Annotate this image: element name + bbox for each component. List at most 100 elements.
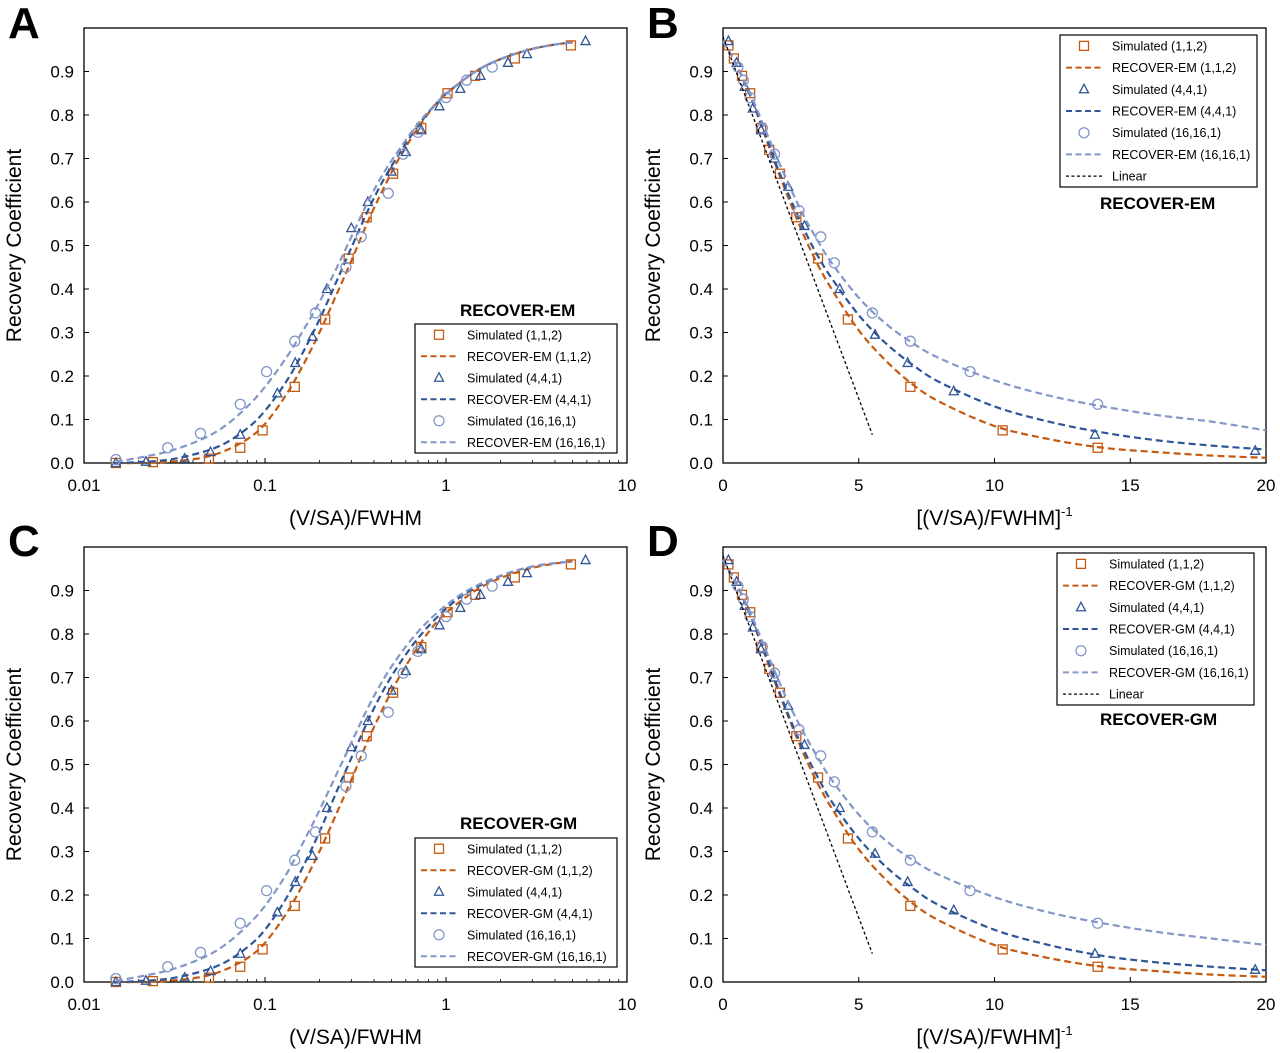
data-point xyxy=(474,69,487,80)
legend-label: RECOVER-GM (4,4,1) xyxy=(467,907,593,921)
x-tick-label: 0 xyxy=(718,476,727,495)
legend-entry: Simulated (16,16,1) xyxy=(433,414,576,428)
data-point xyxy=(400,664,412,676)
series-simulated-16-16-1 xyxy=(732,580,1104,929)
data-point xyxy=(866,826,878,838)
series-simulated-1-1-2 xyxy=(723,40,1103,453)
series-recover-em-4-4-1 xyxy=(115,41,573,465)
legend-entry: RECOVER-GM (1,1,2) xyxy=(421,864,593,878)
curve-line xyxy=(115,560,573,982)
legend-box xyxy=(1056,552,1255,706)
series-linear xyxy=(722,36,873,435)
data-point xyxy=(791,731,802,742)
x-tick-label: 0.01 xyxy=(67,476,100,495)
curve-line xyxy=(115,41,573,465)
legend-entry: Linear xyxy=(1063,688,1144,702)
curve-line xyxy=(722,40,1267,451)
y-tick-label: 0.9 xyxy=(689,582,713,601)
y-tick-label: 0.9 xyxy=(50,582,74,601)
data-point xyxy=(769,152,781,163)
legend-marker-swatch xyxy=(433,843,445,854)
legend-entry: RECOVER-GM (4,4,1) xyxy=(421,907,593,921)
chart-panel-a: A 0.0 0.1 0.2 0.3 0.4 0.5 0.6 0.7 0.8 0.9 0.01 0.1 1 1… xyxy=(3,0,636,530)
data-point xyxy=(271,906,283,917)
data-point xyxy=(755,642,767,654)
series-simulated-16-16-1 xyxy=(110,61,498,466)
y-tick-label: 0.5 xyxy=(689,756,713,775)
chart-panel-b: B 0.0 0.1 0.2 0.3 0.4 0.5 0.6 0.7 0.8 0.9 0 5 10 15 20 [… xyxy=(642,0,1275,530)
y-tick-label: 0.5 xyxy=(689,237,713,256)
data-point xyxy=(964,365,976,378)
y-tick-label: 0.2 xyxy=(50,367,74,386)
x-axis-title: [(V/SA)/FWHM]-1 xyxy=(916,504,1072,530)
y-tick-label: 0.7 xyxy=(689,669,713,688)
y-tick-label: 0.6 xyxy=(689,712,713,731)
legend-label: Simulated (16,16,1) xyxy=(1109,644,1218,658)
data-point xyxy=(397,148,409,160)
legend-entry: RECOVER-GM (4,4,1) xyxy=(1063,623,1235,637)
data-point xyxy=(362,195,374,207)
panel-letter: B xyxy=(647,0,679,48)
data-point xyxy=(866,307,878,319)
data-point xyxy=(722,34,735,46)
x-tick-label: 1 xyxy=(441,476,450,495)
y-tick-label: 0.3 xyxy=(50,843,74,862)
curve-line xyxy=(722,36,873,435)
data-point xyxy=(737,74,750,86)
data-point xyxy=(340,780,352,792)
data-point xyxy=(755,123,767,135)
x-axis-title: (V/SA)/FWHM xyxy=(289,507,422,530)
data-point xyxy=(565,40,577,51)
series-recover-em-16-16-1 xyxy=(115,41,573,463)
legend-label: Simulated (4,4,1) xyxy=(467,885,562,899)
y-tick-label: 0.9 xyxy=(689,63,713,82)
legend-marker-swatch xyxy=(1075,558,1087,570)
data-point xyxy=(1089,428,1101,439)
series-recover-em-4-4-1 xyxy=(722,40,1267,451)
y-tick-label: 0.5 xyxy=(50,237,74,256)
x-tick-label: 20 xyxy=(1257,476,1276,495)
data-point xyxy=(997,944,1008,955)
curve-line xyxy=(722,40,1267,432)
panel-letter: D xyxy=(647,517,679,566)
data-point xyxy=(260,885,273,897)
data-point xyxy=(110,453,122,466)
data-point xyxy=(309,826,322,838)
data-point xyxy=(737,593,750,605)
data-point xyxy=(382,187,394,199)
data-point xyxy=(745,88,756,99)
legend-entry: Simulated (16,16,1) xyxy=(1075,644,1218,658)
y-tick-label: 0.4 xyxy=(689,280,713,299)
legend-marker-swatch xyxy=(1078,82,1090,94)
y-tick-label: 0.7 xyxy=(50,150,74,169)
legend-label: RECOVER-EM (4,4,1) xyxy=(1112,105,1236,119)
series-recover-em-1-1-2 xyxy=(115,41,573,465)
data-point xyxy=(433,99,446,111)
data-point xyxy=(260,365,273,378)
x-tick-label: 15 xyxy=(1121,476,1140,495)
data-point xyxy=(502,575,514,586)
y-tick-label: 0.1 xyxy=(689,411,713,430)
y-tick-label: 0.9 xyxy=(50,63,74,82)
data-point xyxy=(791,212,802,223)
data-point xyxy=(355,750,367,762)
data-point xyxy=(579,34,592,46)
legend-entry: Simulated (4,4,1) xyxy=(1075,601,1204,615)
y-tick-label: 0.2 xyxy=(50,886,74,905)
legend-label: Simulated (4,4,1) xyxy=(1109,601,1204,615)
data-point xyxy=(385,684,398,695)
x-axis-title: [(V/SA)/FWHM]-1 xyxy=(916,1023,1072,1049)
legend-marker-swatch xyxy=(1075,645,1087,657)
legend-entry: RECOVER-EM (4,4,1) xyxy=(421,393,591,407)
legend-label: RECOVER-EM (4,4,1) xyxy=(467,393,591,407)
y-tick-label: 0.0 xyxy=(689,973,713,992)
legend-label: RECOVER-EM (16,16,1) xyxy=(467,436,605,450)
legend-entry: RECOVER-GM (16,16,1) xyxy=(421,950,607,964)
legend-entry: Simulated (1,1,2) xyxy=(433,842,562,856)
y-tick-label: 0.4 xyxy=(50,280,74,299)
data-point xyxy=(948,903,960,915)
legend-label: Simulated (16,16,1) xyxy=(467,414,576,428)
legend-entry: Simulated (16,16,1) xyxy=(433,928,576,942)
x-axis-title: (V/SA)/FWHM xyxy=(289,1026,422,1049)
y-tick-label: 0.0 xyxy=(50,454,74,473)
